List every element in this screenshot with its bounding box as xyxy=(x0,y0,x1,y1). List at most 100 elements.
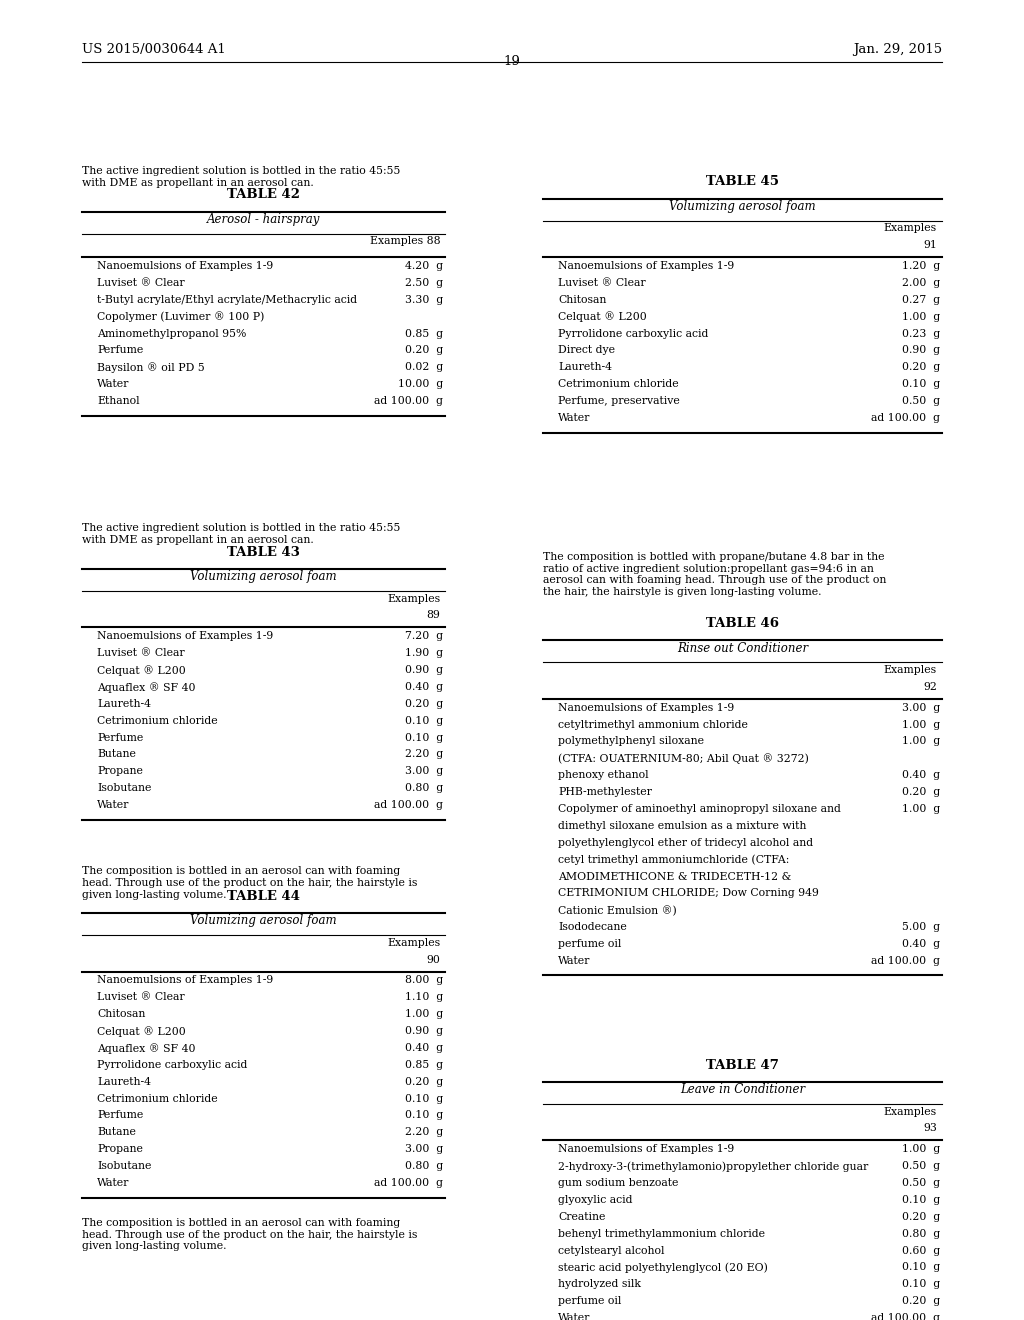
Text: 0.10  g: 0.10 g xyxy=(902,1279,940,1290)
Text: 8.00  g: 8.00 g xyxy=(406,975,443,986)
Text: Aerosol - hairspray: Aerosol - hairspray xyxy=(207,213,321,226)
Text: gum sodium benzoate: gum sodium benzoate xyxy=(558,1177,679,1188)
Text: 0.10  g: 0.10 g xyxy=(902,379,940,389)
Text: 0.80  g: 0.80 g xyxy=(406,783,443,793)
Text: Ethanol: Ethanol xyxy=(97,396,140,407)
Text: Nanoemulsions of Examples 1-9: Nanoemulsions of Examples 1-9 xyxy=(97,261,273,271)
Text: 89: 89 xyxy=(426,610,440,620)
Text: 0.50  g: 0.50 g xyxy=(902,1162,940,1171)
Text: 0.40  g: 0.40 g xyxy=(406,682,443,692)
Text: Perfume: Perfume xyxy=(97,733,143,743)
Text: Perfume: Perfume xyxy=(97,1110,143,1121)
Text: Pyrrolidone carboxylic acid: Pyrrolidone carboxylic acid xyxy=(97,1060,248,1069)
Text: cetyl trimethyl ammoniumchloride (CTFA:: cetyl trimethyl ammoniumchloride (CTFA: xyxy=(558,854,790,865)
Text: TABLE 47: TABLE 47 xyxy=(706,1059,779,1072)
Text: 93: 93 xyxy=(923,1123,937,1134)
Text: Water: Water xyxy=(97,1177,130,1188)
Text: Examples: Examples xyxy=(884,1106,937,1117)
Text: Chitosan: Chitosan xyxy=(97,1010,145,1019)
Text: TABLE 43: TABLE 43 xyxy=(227,545,300,558)
Text: cetyltrimethyl ammonium chloride: cetyltrimethyl ammonium chloride xyxy=(558,719,748,730)
Text: 1.00  g: 1.00 g xyxy=(902,804,940,814)
Text: Butane: Butane xyxy=(97,750,136,759)
Text: Volumizing aerosol foam: Volumizing aerosol foam xyxy=(669,201,816,213)
Text: Nanoemulsions of Examples 1-9: Nanoemulsions of Examples 1-9 xyxy=(558,1144,734,1154)
Text: Water: Water xyxy=(97,800,130,810)
Text: Cetrimonium chloride: Cetrimonium chloride xyxy=(97,715,218,726)
Text: Water: Water xyxy=(558,956,591,966)
Text: The active ingredient solution is bottled in the ratio 45:55
with DME as propell: The active ingredient solution is bottle… xyxy=(82,524,400,545)
Text: stearic acid polyethylenglycol (20 EO): stearic acid polyethylenglycol (20 EO) xyxy=(558,1262,768,1272)
Text: ad 100.00  g: ad 100.00 g xyxy=(375,396,443,407)
Text: Copolymer of aminoethyl aminopropyl siloxane and: Copolymer of aminoethyl aminopropyl silo… xyxy=(558,804,841,814)
Text: The composition is bottled in an aerosol can with foaming
head. Through use of t: The composition is bottled in an aerosol… xyxy=(82,866,418,899)
Text: 0.80  g: 0.80 g xyxy=(406,1162,443,1171)
Text: 0.20  g: 0.20 g xyxy=(406,1077,443,1086)
Text: Propane: Propane xyxy=(97,767,143,776)
Text: Celquat ® L200: Celquat ® L200 xyxy=(97,1026,186,1036)
Text: Rinse out Conditioner: Rinse out Conditioner xyxy=(677,642,808,655)
Text: Leave in Conditioner: Leave in Conditioner xyxy=(680,1084,805,1096)
Text: Baysilon ® oil PD 5: Baysilon ® oil PD 5 xyxy=(97,363,205,374)
Text: ad 100.00  g: ad 100.00 g xyxy=(375,800,443,810)
Text: Propane: Propane xyxy=(97,1144,143,1154)
Text: cetylstearyl alcohol: cetylstearyl alcohol xyxy=(558,1246,665,1255)
Text: 1.10  g: 1.10 g xyxy=(406,993,443,1002)
Text: Isobutane: Isobutane xyxy=(97,1162,152,1171)
Text: Examples 88: Examples 88 xyxy=(370,236,440,247)
Text: 90: 90 xyxy=(426,954,440,965)
Text: 1.00  g: 1.00 g xyxy=(902,737,940,746)
Text: 2.20  g: 2.20 g xyxy=(406,1127,443,1138)
Text: Isododecane: Isododecane xyxy=(558,923,627,932)
Text: 7.20  g: 7.20 g xyxy=(406,631,443,642)
Text: Laureth-4: Laureth-4 xyxy=(97,698,152,709)
Text: 91: 91 xyxy=(923,240,937,251)
Text: 10.00  g: 10.00 g xyxy=(398,379,443,389)
Text: 0.20  g: 0.20 g xyxy=(902,787,940,797)
Text: Luviset ® Clear: Luviset ® Clear xyxy=(558,279,646,288)
Text: Nanoemulsions of Examples 1-9: Nanoemulsions of Examples 1-9 xyxy=(558,702,734,713)
Text: Nanoemulsions of Examples 1-9: Nanoemulsions of Examples 1-9 xyxy=(97,975,273,986)
Text: TABLE 42: TABLE 42 xyxy=(227,189,300,202)
Text: 0.40  g: 0.40 g xyxy=(902,939,940,949)
Text: 1.00  g: 1.00 g xyxy=(902,1144,940,1154)
Text: TABLE 44: TABLE 44 xyxy=(227,890,300,903)
Text: 0.40  g: 0.40 g xyxy=(902,770,940,780)
Text: 3.00  g: 3.00 g xyxy=(406,1144,443,1154)
Text: 2.00  g: 2.00 g xyxy=(902,279,940,288)
Text: Direct dye: Direct dye xyxy=(558,346,615,355)
Text: 0.10  g: 0.10 g xyxy=(406,715,443,726)
Text: t-Butyl acrylate/Ethyl acrylate/Methacrylic acid: t-Butyl acrylate/Ethyl acrylate/Methacry… xyxy=(97,294,357,305)
Text: ad 100.00  g: ad 100.00 g xyxy=(375,1177,443,1188)
Text: 0.90  g: 0.90 g xyxy=(406,1026,443,1036)
Text: 2-hydroxy-3-(trimethylamonio)propylether chloride guar: 2-hydroxy-3-(trimethylamonio)propylether… xyxy=(558,1162,868,1172)
Text: 0.90  g: 0.90 g xyxy=(902,346,940,355)
Text: Cetrimonium chloride: Cetrimonium chloride xyxy=(97,1093,218,1104)
Text: dimethyl siloxane emulsion as a mixture with: dimethyl siloxane emulsion as a mixture … xyxy=(558,821,807,830)
Text: (CTFA: OUATERNIUM-80; Abil Quat ® 3272): (CTFA: OUATERNIUM-80; Abil Quat ® 3272) xyxy=(558,754,809,764)
Text: Volumizing aerosol foam: Volumizing aerosol foam xyxy=(190,915,337,928)
Text: TABLE 46: TABLE 46 xyxy=(706,616,779,630)
Text: Celquat ® L200: Celquat ® L200 xyxy=(97,665,186,676)
Text: Water: Water xyxy=(558,413,591,422)
Text: US 2015/0030644 A1: US 2015/0030644 A1 xyxy=(82,42,225,55)
Text: The composition is bottled with propane/butane 4.8 bar in the
ratio of active in: The composition is bottled with propane/… xyxy=(543,552,886,597)
Text: 92: 92 xyxy=(923,682,937,692)
Text: Aminomethylpropanol 95%: Aminomethylpropanol 95% xyxy=(97,329,247,339)
Text: Laureth-4: Laureth-4 xyxy=(97,1077,152,1086)
Text: 3.00  g: 3.00 g xyxy=(406,767,443,776)
Text: Aquaflex ® SF 40: Aquaflex ® SF 40 xyxy=(97,682,196,693)
Text: polymethylphenyl siloxane: polymethylphenyl siloxane xyxy=(558,737,705,746)
Text: 0.10  g: 0.10 g xyxy=(406,733,443,743)
Text: 2.20  g: 2.20 g xyxy=(406,750,443,759)
Text: Chitosan: Chitosan xyxy=(558,294,606,305)
Text: Luviset ® Clear: Luviset ® Clear xyxy=(97,993,185,1002)
Text: Examples: Examples xyxy=(387,937,440,948)
Text: Perfume, preservative: Perfume, preservative xyxy=(558,396,680,407)
Text: The active ingredient solution is bottled in the ratio 45:55
with DME as propell: The active ingredient solution is bottle… xyxy=(82,166,400,187)
Text: Examples: Examples xyxy=(884,223,937,234)
Text: 5.00  g: 5.00 g xyxy=(902,923,940,932)
Text: Examples: Examples xyxy=(884,665,937,675)
Text: 1.20  g: 1.20 g xyxy=(902,261,940,271)
Text: Luviset ® Clear: Luviset ® Clear xyxy=(97,279,185,288)
